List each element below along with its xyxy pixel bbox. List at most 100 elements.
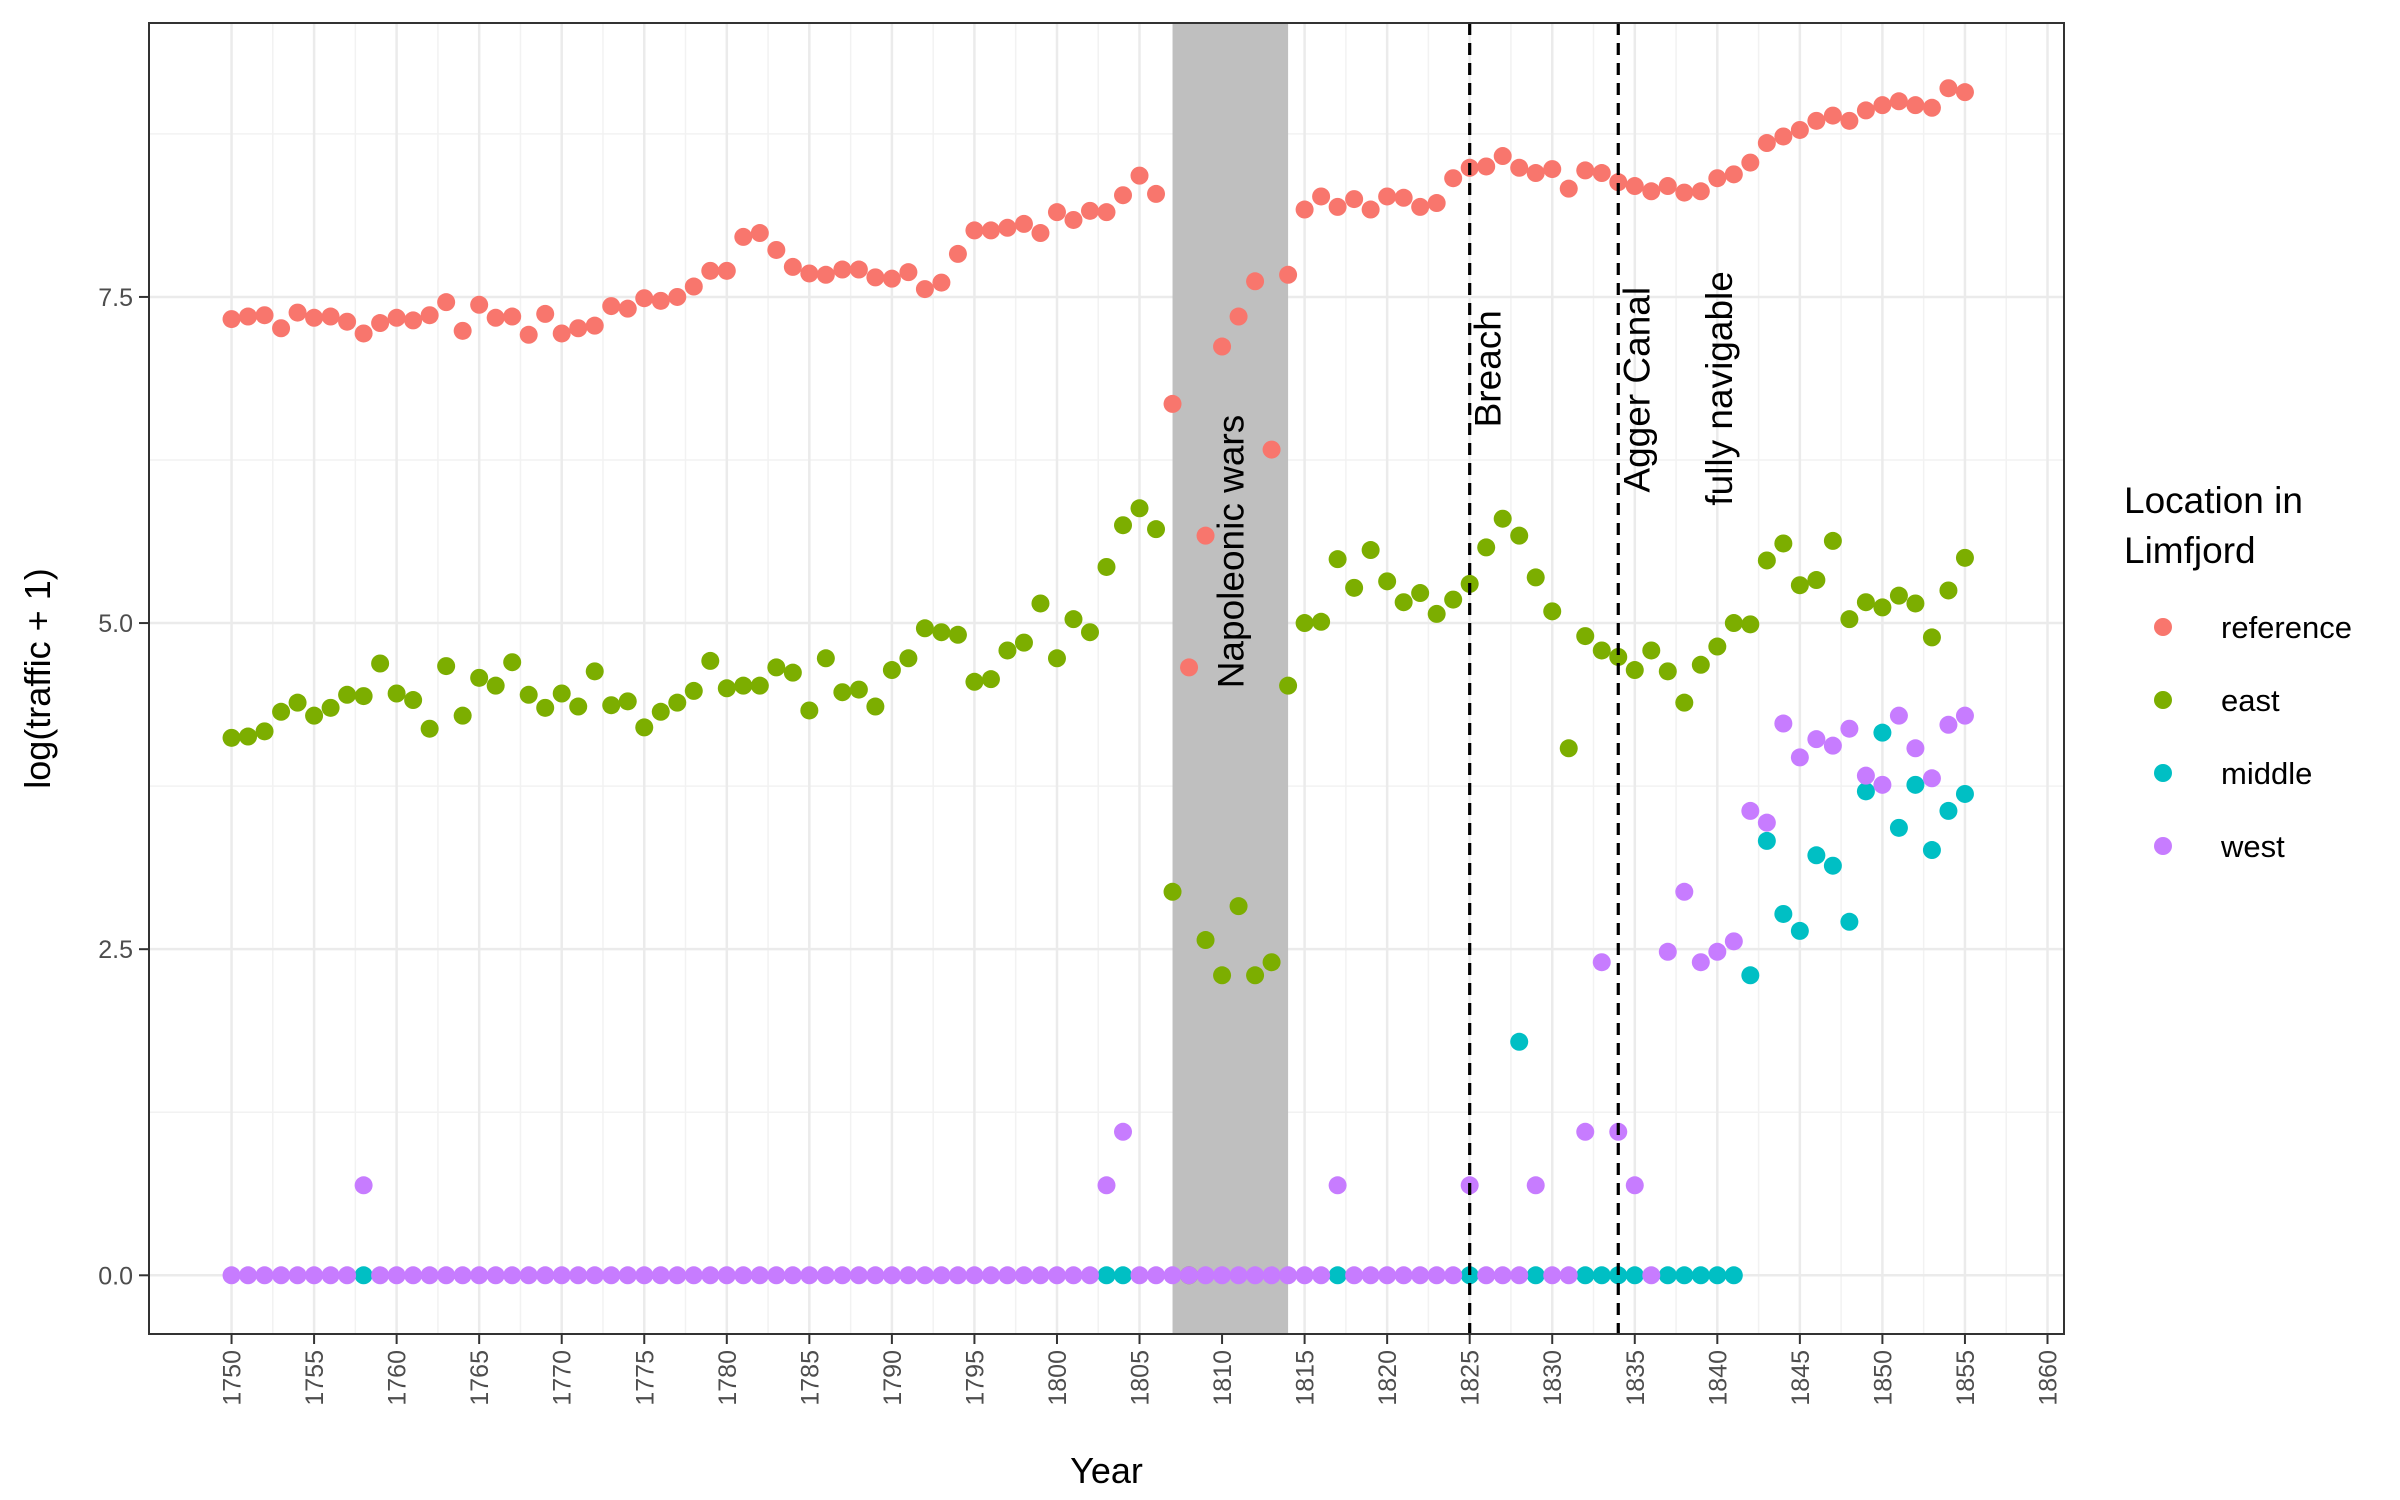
point-middle	[1691, 1266, 1710, 1285]
point-east	[536, 698, 555, 717]
point-reference	[272, 319, 291, 338]
point-reference	[1427, 194, 1446, 213]
point-middle	[1823, 856, 1842, 875]
point-reference	[1922, 98, 1941, 117]
point-west	[1840, 719, 1859, 738]
point-reference	[1295, 200, 1314, 219]
point-reference	[1774, 127, 1793, 146]
point-east	[288, 693, 307, 712]
point-reference	[1939, 79, 1958, 98]
point-east	[932, 623, 951, 642]
point-east	[899, 649, 918, 668]
point-middle	[1625, 1266, 1644, 1285]
point-east	[981, 670, 1000, 689]
point-reference	[1180, 658, 1199, 677]
point-middle	[354, 1266, 373, 1285]
point-reference	[569, 319, 588, 338]
point-reference	[1114, 186, 1133, 205]
x-tick-label: 1790	[879, 1350, 907, 1406]
point-middle	[1922, 841, 1941, 860]
point-reference	[1609, 173, 1628, 192]
point-reference	[1757, 134, 1776, 153]
x-tick-label: 1830	[1539, 1350, 1567, 1406]
point-west	[1856, 766, 1875, 785]
point-reference	[1807, 111, 1826, 130]
point-reference	[1840, 111, 1859, 130]
point-reference	[981, 221, 1000, 240]
x-tick-label: 1810	[1209, 1350, 1237, 1406]
plot-panel	[149, 23, 2064, 1334]
point-east	[1080, 623, 1099, 642]
point-east	[1262, 953, 1281, 972]
point-west	[387, 1266, 406, 1285]
legend-label-east: east	[2221, 683, 2280, 718]
point-west	[899, 1266, 918, 1285]
point-reference	[734, 227, 753, 246]
point-east	[1939, 581, 1958, 600]
point-east	[338, 685, 357, 704]
point-east	[1328, 550, 1347, 569]
annotation-agger-canal: Agger Canal	[1616, 287, 1657, 493]
point-east	[734, 676, 753, 695]
point-middle	[1873, 723, 1892, 742]
point-reference	[437, 293, 456, 312]
point-west	[272, 1266, 291, 1285]
point-east	[1592, 641, 1611, 660]
point-west	[1477, 1266, 1496, 1285]
point-reference	[668, 287, 687, 306]
point-west	[1097, 1176, 1116, 1195]
point-west	[1774, 714, 1793, 733]
point-east	[321, 698, 340, 717]
point-west	[1427, 1266, 1446, 1285]
point-east	[1922, 628, 1941, 647]
point-east	[1708, 637, 1727, 656]
point-west	[1906, 739, 1925, 758]
point-west	[1163, 1266, 1182, 1285]
point-west	[1180, 1266, 1199, 1285]
point-east	[1873, 598, 1892, 617]
point-east	[239, 727, 258, 746]
point-reference	[1477, 157, 1496, 176]
point-east	[1906, 594, 1925, 613]
point-west	[519, 1266, 538, 1285]
point-middle	[1460, 1266, 1479, 1285]
point-west	[1345, 1266, 1364, 1285]
point-west	[536, 1266, 555, 1285]
point-middle	[1741, 966, 1760, 985]
point-west	[965, 1266, 984, 1285]
point-reference	[1246, 272, 1265, 291]
point-west	[1592, 953, 1611, 972]
point-west	[849, 1266, 868, 1285]
point-east	[1064, 610, 1083, 629]
point-east	[486, 676, 505, 695]
point-reference	[1658, 177, 1677, 196]
point-west	[816, 1266, 835, 1285]
point-reference	[1543, 160, 1562, 179]
point-reference	[255, 306, 274, 325]
point-reference	[1262, 440, 1281, 459]
x-tick-label: 1770	[549, 1350, 577, 1406]
legend-key-west	[2154, 837, 2172, 855]
point-west	[1939, 715, 1958, 734]
point-west	[1080, 1266, 1099, 1285]
point-west	[338, 1266, 357, 1285]
point-west	[288, 1266, 307, 1285]
point-east	[272, 702, 291, 721]
point-east	[1047, 649, 1066, 668]
point-reference	[635, 289, 654, 308]
y-tick-label: 2.5	[98, 936, 133, 964]
point-reference	[404, 311, 423, 330]
x-tick-label: 1750	[219, 1350, 247, 1406]
point-east	[915, 619, 934, 638]
point-reference	[965, 221, 984, 240]
napoleonic-wars-band	[1172, 23, 1289, 1334]
point-reference	[420, 306, 439, 325]
point-west	[255, 1266, 274, 1285]
point-reference	[899, 263, 918, 282]
point-west	[1196, 1266, 1215, 1285]
point-east	[618, 692, 637, 711]
x-tick-label: 1840	[1704, 1350, 1732, 1406]
point-reference	[1444, 169, 1463, 188]
point-east	[1361, 541, 1380, 560]
